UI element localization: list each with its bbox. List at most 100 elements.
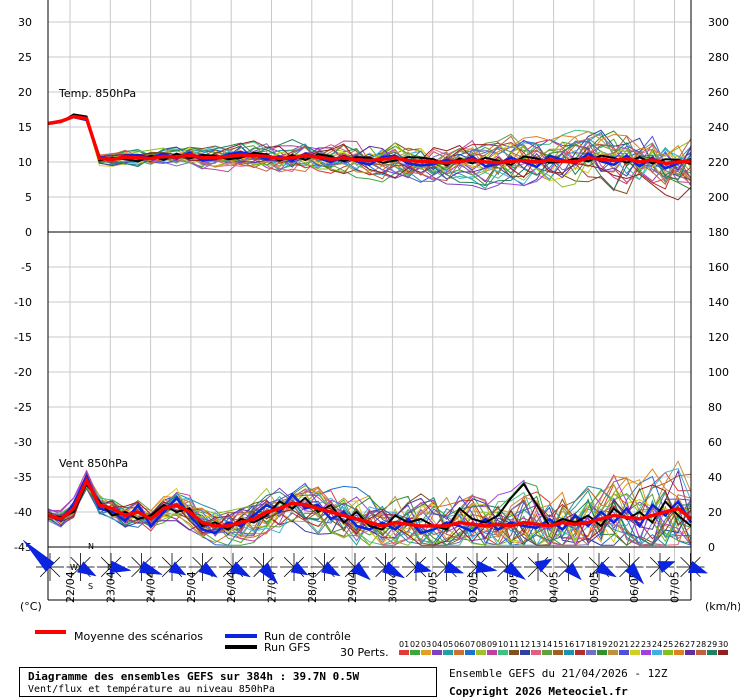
legend-pert-swatch bbox=[619, 650, 629, 655]
legend-pert-number: 30 bbox=[718, 640, 728, 649]
date-tick-label: 03/05 bbox=[507, 571, 520, 603]
date-tick-label: 25/04 bbox=[185, 571, 198, 603]
left-tick-label: 20 bbox=[18, 86, 32, 99]
legend-pert-number: 17 bbox=[575, 640, 585, 649]
left-tick-label: -30 bbox=[14, 436, 32, 449]
right-tick-label: 100 bbox=[708, 366, 729, 379]
legend-pert-number: 18 bbox=[586, 640, 596, 649]
rose-direction-petal bbox=[258, 562, 279, 585]
wind-rose bbox=[402, 553, 433, 581]
legend-pert-number: 06 bbox=[454, 640, 464, 649]
wind-rose bbox=[219, 553, 252, 581]
rose-spoke bbox=[131, 556, 142, 568]
date-tick-label: 23/04 bbox=[104, 571, 117, 603]
temp-member-line bbox=[47, 116, 692, 183]
date-tick-label: 05/05 bbox=[588, 571, 601, 603]
left-tick-label: -40 bbox=[14, 506, 32, 519]
legend-pert-number: 02 bbox=[410, 640, 420, 649]
rose-spoke bbox=[497, 566, 508, 578]
compass-east-label: E bbox=[107, 563, 112, 572]
legend-pert-number: 10 bbox=[498, 640, 508, 649]
legend-pert-number: 16 bbox=[564, 640, 574, 649]
left-tick-label: -20 bbox=[14, 366, 32, 379]
rose-spoke bbox=[405, 566, 417, 578]
rose-spoke bbox=[405, 556, 417, 568]
left-tick-label: 15 bbox=[18, 121, 32, 134]
legend-pert-number: 12 bbox=[520, 640, 530, 649]
wind-rose bbox=[97, 553, 132, 581]
date-tick-label: 07/05 bbox=[669, 571, 682, 603]
right-tick-label: 220 bbox=[708, 156, 729, 169]
rose-spoke bbox=[527, 566, 539, 578]
legend-pert-number: 03 bbox=[421, 640, 431, 649]
rose-spoke bbox=[161, 556, 173, 568]
right-axis-unit: (km/h) bbox=[705, 600, 740, 613]
legend-pert-swatch bbox=[399, 650, 409, 655]
compass-north-label: N bbox=[88, 542, 94, 551]
rose-direction-petal bbox=[563, 562, 582, 581]
rose-spoke bbox=[680, 566, 691, 578]
wind-rose bbox=[341, 553, 371, 581]
right-tick-label: 160 bbox=[708, 261, 729, 274]
legend-pert-number: 22 bbox=[630, 640, 640, 649]
rose-direction-petal bbox=[381, 561, 406, 579]
footer-title-box: Diagramme des ensembles GEFS sur 384h : … bbox=[19, 667, 437, 697]
rose-direction-petal bbox=[687, 560, 709, 574]
legend-pert-number: 01 bbox=[399, 640, 409, 649]
date-tick-label: 02/05 bbox=[467, 571, 480, 603]
right-tick-label: 40 bbox=[708, 471, 722, 484]
legend-pert-number: 14 bbox=[542, 640, 552, 649]
compass-south-label: S bbox=[88, 582, 93, 591]
chart-subtitle: Vent/flux et température au niveau 850hP… bbox=[28, 684, 275, 695]
legend-pert-swatch bbox=[630, 650, 640, 655]
wind-series-group bbox=[47, 460, 693, 547]
legend-pert-number: 05 bbox=[443, 640, 453, 649]
legend-pert-swatch bbox=[575, 650, 585, 655]
legend-pert-swatch bbox=[608, 650, 618, 655]
legend-pert-swatch bbox=[663, 650, 673, 655]
legend-pert-number: 29 bbox=[707, 640, 717, 649]
rose-direction-petal bbox=[290, 561, 309, 576]
left-tick-label: 25 bbox=[18, 51, 32, 64]
rose-spoke bbox=[70, 556, 81, 568]
rose-spoke bbox=[558, 556, 569, 568]
rose-spoke bbox=[161, 566, 173, 578]
rose-direction-petal bbox=[475, 560, 498, 574]
rose-direction-petal bbox=[109, 560, 132, 574]
left-tick-label: -10 bbox=[14, 296, 32, 309]
legend-pert-number: 13 bbox=[531, 640, 541, 649]
right-tick-label: 20 bbox=[708, 506, 722, 519]
rose-spoke bbox=[131, 566, 142, 578]
legend-pert-swatch bbox=[487, 650, 497, 655]
legend-pert-number: 04 bbox=[432, 640, 442, 649]
date-tick-label: 28/04 bbox=[306, 571, 319, 603]
date-tick-label: 26/04 bbox=[225, 571, 238, 603]
wind-rose bbox=[127, 553, 164, 581]
legend-pert-swatch bbox=[597, 650, 607, 655]
rose-spoke bbox=[588, 556, 600, 568]
legend-pert-number: 09 bbox=[487, 640, 497, 649]
date-tick-label: 30/04 bbox=[386, 571, 399, 603]
temperature-series-group bbox=[47, 113, 692, 201]
legend-control-label: Run de contrôle bbox=[264, 630, 351, 643]
legend-pert-swatch bbox=[674, 650, 684, 655]
rose-spoke bbox=[253, 556, 264, 568]
date-tick-label: 22/04 bbox=[64, 571, 77, 603]
wind-rose bbox=[249, 553, 279, 585]
rose-direction-petal bbox=[534, 558, 553, 573]
right-tick-label: 260 bbox=[708, 86, 729, 99]
rose-spoke bbox=[283, 566, 295, 578]
legend-pert-swatch bbox=[696, 650, 706, 655]
left-tick-label: 10 bbox=[18, 156, 32, 169]
legend-pert-swatch bbox=[641, 650, 651, 655]
run-info: Ensemble GEFS du 21/04/2026 - 12Z bbox=[449, 667, 668, 680]
date-tick-label: 01/05 bbox=[427, 571, 440, 603]
legend-pert-swatch bbox=[498, 650, 508, 655]
rose-direction-petal bbox=[168, 561, 187, 576]
legend-pert-number: 07 bbox=[465, 640, 475, 649]
legend-pert-number: 23 bbox=[641, 640, 651, 649]
left-tick-label: -35 bbox=[14, 471, 32, 484]
temp-panel-label: Temp. 850hPa bbox=[58, 87, 136, 100]
legend-pert-number: 21 bbox=[619, 640, 629, 649]
rose-spoke bbox=[100, 566, 112, 578]
